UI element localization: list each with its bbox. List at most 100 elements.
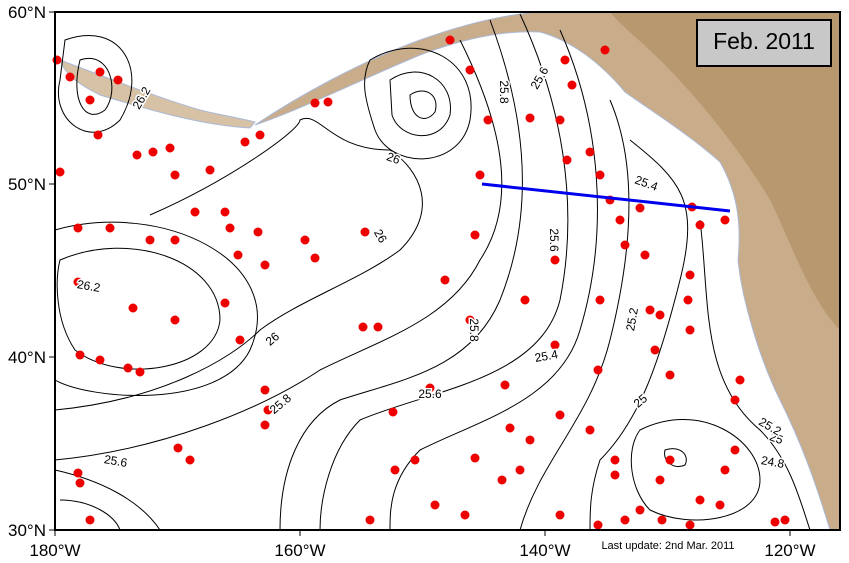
float <box>555 410 565 420</box>
float <box>695 220 705 230</box>
floats <box>52 35 790 530</box>
float <box>373 322 383 332</box>
float <box>425 383 435 393</box>
float <box>240 137 250 147</box>
float <box>567 80 577 90</box>
float <box>235 335 245 345</box>
float <box>170 170 180 180</box>
float <box>73 468 83 478</box>
float <box>555 115 565 125</box>
contour <box>54 39 503 461</box>
float <box>440 275 450 285</box>
float <box>640 250 650 260</box>
float <box>650 345 660 355</box>
float <box>615 215 625 225</box>
float <box>360 227 370 237</box>
float <box>720 465 730 475</box>
contour-label: 25.8 <box>497 80 511 104</box>
float <box>255 130 265 140</box>
float <box>310 253 320 263</box>
float <box>185 455 195 465</box>
float <box>253 227 263 237</box>
highland <box>610 12 840 330</box>
float <box>585 147 595 157</box>
float <box>645 305 655 315</box>
contour-label: 25.6 <box>418 387 442 401</box>
float <box>483 115 493 125</box>
float <box>145 235 155 245</box>
contour-label: 25.2 <box>623 306 641 332</box>
aleutians <box>59 59 256 129</box>
float <box>655 310 665 320</box>
lat-label: 40°N <box>8 348 46 367</box>
title-background <box>696 19 832 67</box>
float <box>695 495 705 505</box>
float <box>85 515 95 525</box>
float <box>323 97 333 107</box>
float <box>475 170 485 180</box>
float <box>170 315 180 325</box>
float <box>165 143 175 153</box>
float <box>780 515 790 525</box>
float <box>300 235 310 245</box>
float <box>685 270 695 280</box>
float <box>500 380 510 390</box>
float <box>593 520 603 530</box>
contour-label: 25.6 <box>103 452 129 470</box>
float <box>657 515 667 525</box>
float <box>470 230 480 240</box>
float <box>665 370 675 380</box>
contour-label: 25.8 <box>467 318 481 342</box>
contour <box>630 419 761 521</box>
contour <box>59 499 121 531</box>
float <box>93 130 103 140</box>
contour <box>319 13 569 531</box>
title-box: Feb. 2011 <box>696 19 832 67</box>
contour <box>54 117 423 411</box>
contour <box>409 90 437 119</box>
contour <box>389 71 451 137</box>
lat-label: 50°N <box>8 175 46 194</box>
float <box>260 385 270 395</box>
float <box>635 203 645 213</box>
float <box>520 295 530 305</box>
float <box>190 207 200 217</box>
contour-label: 26.2 <box>76 277 102 295</box>
float <box>73 277 83 287</box>
float <box>562 155 572 165</box>
float <box>105 223 115 233</box>
contour <box>364 47 472 160</box>
float <box>132 150 142 160</box>
lat-label: 30°N <box>8 521 46 540</box>
float <box>95 355 105 365</box>
float <box>720 215 730 225</box>
float <box>410 455 420 465</box>
float <box>635 505 645 515</box>
float <box>770 517 780 527</box>
float <box>75 478 85 488</box>
float <box>593 365 603 375</box>
float <box>550 255 560 265</box>
lon-label: 120°W <box>764 541 815 560</box>
float <box>560 55 570 65</box>
frame <box>54 11 841 531</box>
float <box>555 510 565 520</box>
lon-label: 140°W <box>519 541 570 560</box>
float <box>310 98 320 108</box>
float <box>620 240 630 250</box>
contour-label: 25.6 <box>547 228 561 252</box>
float <box>685 520 695 530</box>
float <box>585 425 595 435</box>
float <box>525 435 535 445</box>
footnote: Last update: 2nd Mar. 2011 <box>601 540 734 552</box>
float <box>128 303 138 313</box>
float <box>358 322 368 332</box>
contour <box>589 139 689 531</box>
float <box>113 75 123 85</box>
contour-label: 24.8 <box>760 453 786 471</box>
float <box>595 170 605 180</box>
float <box>665 455 675 465</box>
contour <box>56 247 221 370</box>
float <box>52 55 62 65</box>
